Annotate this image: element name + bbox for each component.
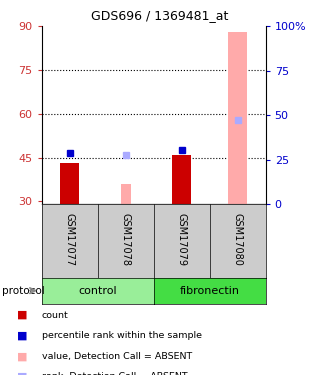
Text: GSM17079: GSM17079 xyxy=(177,213,187,266)
Text: fibronectin: fibronectin xyxy=(180,286,240,296)
Text: ■: ■ xyxy=(17,351,28,361)
Text: control: control xyxy=(78,286,117,296)
Text: ■: ■ xyxy=(17,372,28,375)
Text: percentile rank within the sample: percentile rank within the sample xyxy=(42,331,202,340)
Bar xyxy=(172,155,191,204)
Text: ■: ■ xyxy=(17,331,28,340)
Text: protocol: protocol xyxy=(2,286,44,296)
Text: rank, Detection Call = ABSENT: rank, Detection Call = ABSENT xyxy=(42,372,187,375)
Text: GSM17080: GSM17080 xyxy=(233,213,243,266)
Text: GDS696 / 1369481_at: GDS696 / 1369481_at xyxy=(91,9,229,22)
Bar xyxy=(228,32,247,204)
Text: GSM17078: GSM17078 xyxy=(121,213,131,266)
Bar xyxy=(121,184,131,204)
Bar xyxy=(60,164,79,204)
Text: value, Detection Call = ABSENT: value, Detection Call = ABSENT xyxy=(42,352,192,361)
Text: count: count xyxy=(42,310,68,320)
Text: GSM17077: GSM17077 xyxy=(65,213,75,266)
Text: ■: ■ xyxy=(17,310,28,320)
